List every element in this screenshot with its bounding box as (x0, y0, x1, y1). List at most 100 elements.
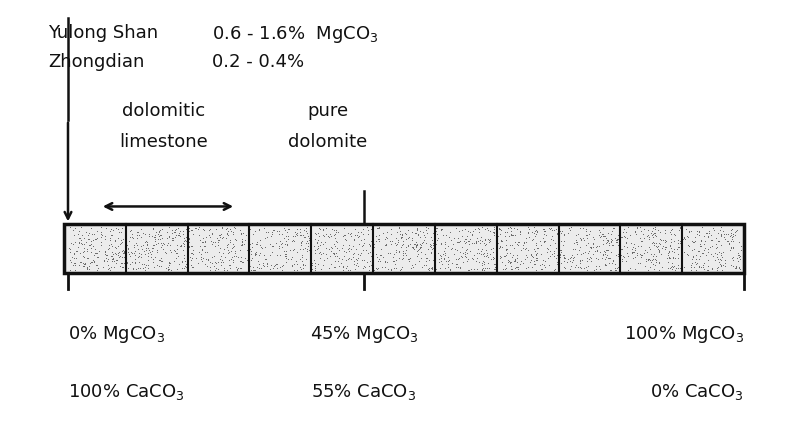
Point (214, 230, 227, 238)
Point (725, 226, 738, 234)
Point (543, 247, 556, 254)
Point (491, 232, 504, 239)
Point (578, 237, 591, 244)
Point (726, 254, 739, 262)
Point (460, 246, 473, 253)
Point (346, 242, 359, 249)
Point (682, 233, 694, 240)
Point (450, 238, 463, 245)
Point (577, 234, 590, 241)
Point (224, 238, 237, 246)
Point (374, 251, 386, 258)
Point (300, 246, 313, 253)
Point (692, 263, 705, 270)
Point (411, 250, 424, 257)
Point (550, 230, 563, 237)
Point (312, 244, 325, 251)
Point (642, 226, 655, 233)
Point (466, 239, 478, 246)
Point (410, 247, 423, 254)
Point (517, 260, 530, 267)
Point (146, 226, 159, 233)
Point (735, 243, 748, 250)
Point (499, 233, 512, 240)
Point (726, 243, 739, 250)
Point (727, 254, 740, 261)
Point (484, 238, 497, 245)
Point (244, 262, 257, 269)
Point (362, 262, 375, 270)
Point (150, 249, 163, 256)
Point (608, 260, 621, 267)
Point (209, 238, 222, 246)
Point (205, 260, 218, 267)
Point (128, 255, 141, 262)
Point (634, 224, 646, 231)
Point (425, 265, 438, 272)
Point (104, 226, 117, 233)
Point (514, 228, 526, 235)
Point (543, 226, 556, 233)
Point (648, 266, 661, 273)
Point (263, 265, 276, 272)
Point (395, 256, 408, 263)
Point (476, 259, 489, 266)
Point (479, 241, 492, 248)
Point (517, 245, 530, 252)
Point (234, 246, 246, 254)
Point (70, 248, 83, 255)
Point (562, 229, 574, 236)
Point (580, 232, 593, 239)
Point (99, 250, 112, 258)
Point (186, 250, 198, 257)
Point (213, 231, 226, 238)
Point (714, 263, 727, 270)
Point (78, 260, 91, 267)
Point (509, 263, 522, 270)
Point (328, 230, 341, 238)
Point (702, 262, 714, 270)
Point (290, 257, 302, 264)
Point (460, 258, 473, 265)
Point (129, 259, 142, 266)
Point (698, 245, 711, 252)
Point (331, 252, 344, 259)
Point (80, 246, 93, 253)
Point (475, 262, 488, 269)
Point (598, 248, 611, 255)
Point (95, 231, 108, 238)
Point (597, 250, 610, 257)
Point (542, 225, 555, 232)
Point (118, 248, 130, 255)
Point (242, 238, 254, 245)
Point (662, 249, 675, 256)
Point (734, 256, 747, 263)
Point (341, 262, 354, 270)
Point (695, 223, 708, 230)
Point (454, 263, 466, 270)
Point (78, 261, 90, 268)
Point (586, 239, 599, 246)
Point (131, 246, 144, 253)
Point (63, 248, 76, 255)
Point (666, 248, 678, 255)
Point (482, 260, 494, 267)
Point (510, 241, 523, 248)
Point (548, 247, 561, 254)
Point (222, 250, 234, 257)
Point (702, 267, 714, 274)
Point (453, 228, 466, 235)
Point (234, 258, 246, 265)
Point (415, 243, 428, 250)
Point (645, 230, 658, 237)
Point (522, 223, 534, 230)
Point (154, 258, 167, 265)
Point (178, 241, 190, 248)
Point (696, 250, 709, 257)
Point (611, 235, 624, 242)
Point (180, 262, 193, 269)
Point (658, 236, 671, 243)
Point (399, 236, 412, 243)
Point (600, 254, 613, 261)
Point (702, 228, 715, 235)
